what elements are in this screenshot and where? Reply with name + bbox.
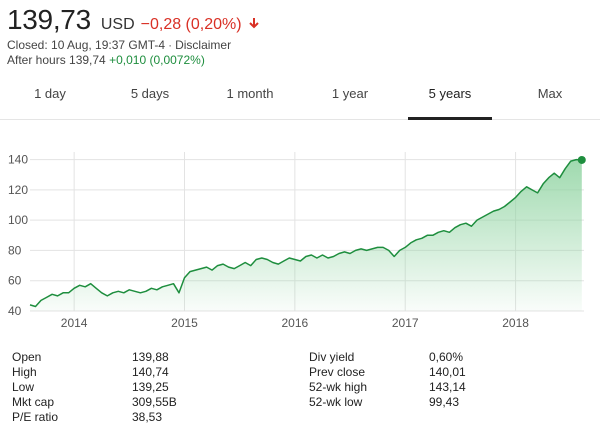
x-tick-label: 2018 xyxy=(502,316,529,330)
tab-1-day[interactable]: 1 day xyxy=(34,86,66,101)
range-tabs: 1 day 5 days 1 month 1 year 5 years Max xyxy=(0,70,600,120)
x-tick-label: 2014 xyxy=(61,316,88,330)
stat-value: 0,60% xyxy=(429,350,464,364)
stat-value: 309,55B xyxy=(132,395,177,409)
stat-value: 139,25 xyxy=(132,380,169,394)
stat-row: Mkt cap 309,55B xyxy=(12,395,177,410)
stat-value: 139,88 xyxy=(132,350,169,364)
price-chart[interactable]: 40 60 80 100 120 140 2014 2015 2016 2017 2018 xyxy=(0,146,600,336)
stats-left-column: Open 139,88 High 140,74 Low 139,25 Mkt cap 309,… xyxy=(12,350,177,425)
stat-value: 38,53 xyxy=(132,410,163,424)
stat-row: P/E ratio 38,53 xyxy=(12,410,177,425)
y-tick-label: 120 xyxy=(8,183,28,197)
after-hours-change: +0,010 (0,0072%) xyxy=(109,53,205,67)
stat-label: P/E ratio xyxy=(12,410,59,424)
stat-row: 52-wk high 143,14 xyxy=(309,380,466,395)
current-price: 139,73 xyxy=(7,4,91,35)
stat-row: Div yield 0,60% xyxy=(309,350,466,365)
disclaimer-link[interactable]: Disclaimer xyxy=(175,38,232,52)
stat-value: 140,74 xyxy=(132,365,169,379)
stat-value: 140,01 xyxy=(429,365,466,379)
stat-label: 52-wk high xyxy=(309,380,368,394)
tab-max[interactable]: Max xyxy=(537,86,563,101)
stat-label: High xyxy=(12,365,37,379)
y-tick-label: 100 xyxy=(8,213,28,227)
stat-label: 52-wk low xyxy=(309,395,363,409)
tab-5-days[interactable]: 5 days xyxy=(130,86,170,101)
tab-5-years[interactable]: 5 years xyxy=(400,70,500,120)
last-price-point xyxy=(577,155,586,164)
closed-text: Closed: 10 Aug, 19:37 GMT-4 xyxy=(7,38,166,52)
stat-value: 143,14 xyxy=(429,380,466,394)
y-tick-label: 80 xyxy=(8,243,22,257)
tab-1-month[interactable]: 1 month xyxy=(226,86,274,101)
stat-row: Low 139,25 xyxy=(12,380,177,395)
x-tick-label: 2015 xyxy=(171,316,198,330)
price-change: −0,28 (0,20%) xyxy=(140,16,242,33)
stat-row: 52-wk low 99,43 xyxy=(309,395,466,410)
after-hours-info: After hours 139,74 +0,010 (0,0072%) xyxy=(7,53,597,68)
stat-label: Prev close xyxy=(309,365,366,379)
tab-1-year[interactable]: 1 year xyxy=(331,86,369,101)
stat-label: Mkt cap xyxy=(12,395,55,409)
x-tick-label: 2016 xyxy=(282,316,309,330)
stat-label: Open xyxy=(12,350,42,364)
arrow-down-icon xyxy=(247,16,261,30)
price-line: 139,73 USD −0,28 (0,20%) xyxy=(7,4,597,38)
x-tick-label: 2017 xyxy=(392,316,419,330)
stats-right-column: Div yield 0,60% Prev close 140,01 52-wk high… xyxy=(309,350,466,410)
stat-row: Prev close 140,01 xyxy=(309,365,466,380)
stat-label: Low xyxy=(12,380,35,394)
series-line xyxy=(29,158,582,308)
stat-value: 99,43 xyxy=(429,395,460,409)
stat-row: High 140,74 xyxy=(12,365,177,380)
currency-label: USD xyxy=(100,16,135,33)
after-hours-label: After hours 139,74 xyxy=(7,53,106,67)
series-area xyxy=(30,159,582,311)
y-tick-label: 140 xyxy=(8,153,28,167)
y-tick-label: 40 xyxy=(8,304,22,318)
y-tick-label: 60 xyxy=(8,274,22,288)
stat-label: Div yield xyxy=(309,350,355,364)
stat-row: Open 139,88 xyxy=(12,350,177,365)
quote-header: 139,73 USD −0,28 (0,20%) Closed: 10 Aug,… xyxy=(7,4,597,68)
closed-info: Closed: 10 Aug, 19:37 GMT-4 · Disclaimer xyxy=(7,38,232,52)
